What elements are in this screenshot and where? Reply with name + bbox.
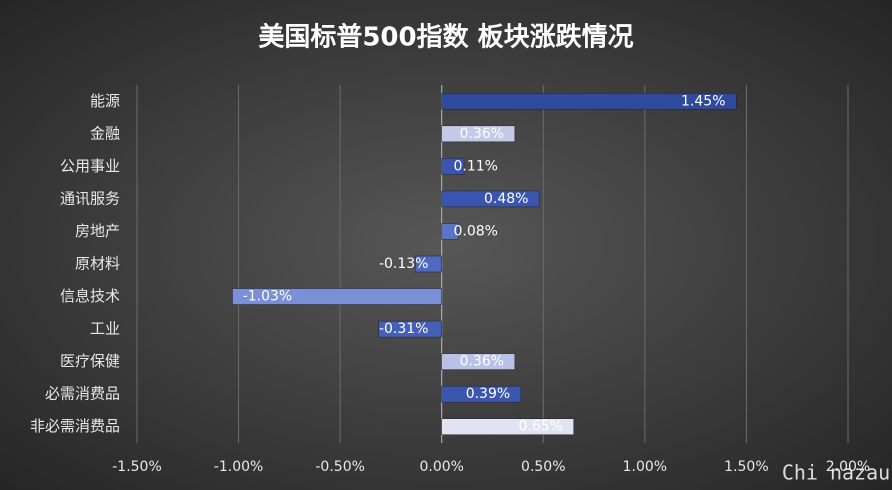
bar [378, 320, 442, 338]
x-tick-label: 0.00% [419, 459, 463, 475]
x-tick-label: -0.50% [315, 459, 365, 475]
data-label: 0.65% [519, 419, 563, 435]
y-tick-label: 金融 [90, 124, 120, 142]
y-tick-label: 能源 [90, 92, 120, 110]
bar [441, 190, 540, 208]
y-tick-label: 非必需消费品 [30, 417, 120, 435]
x-tick-label: 0.50% [521, 459, 565, 475]
data-label: 0.36% [460, 126, 504, 142]
data-label: -0.13% [379, 256, 429, 272]
data-label: 1.45% [681, 93, 725, 109]
data-label: -1.03% [243, 289, 293, 305]
bar [441, 158, 465, 175]
x-tick-label: -1.00% [214, 459, 264, 475]
y-tick-label: 信息技术 [60, 287, 120, 305]
y-tick-label: 原材料 [75, 255, 120, 273]
bar [441, 223, 459, 240]
chart-title: 美国标普500指数 板块涨跌情况 [258, 22, 633, 53]
bar [415, 255, 442, 273]
x-tick-label: 2.00% [826, 459, 870, 475]
bar [232, 288, 442, 305]
y-tick-label: 通讯服务 [60, 189, 120, 207]
y-tick-label: 工业 [90, 320, 120, 338]
data-label: 0.39% [466, 386, 510, 402]
bar [441, 93, 737, 110]
y-tick-label: 公用事业 [60, 157, 120, 175]
data-label: 0.08% [453, 223, 497, 239]
bar [441, 353, 516, 370]
x-tick-label: 1.50% [724, 459, 768, 475]
bar [441, 385, 522, 403]
x-tick-label: 1.00% [623, 459, 667, 475]
y-tick-label: 医疗保健 [60, 352, 120, 370]
data-label: 0.11% [453, 158, 497, 174]
y-tick-label: 必需消费品 [45, 385, 120, 403]
watermark: Chi nazau [782, 461, 890, 485]
y-tick-label: 房地产 [75, 222, 120, 240]
x-tick-label: -1.50% [112, 459, 162, 475]
bar [441, 125, 516, 143]
data-label: -0.31% [379, 321, 429, 337]
bar [441, 418, 575, 435]
data-label: 0.36% [460, 354, 504, 370]
data-label: 0.48% [484, 191, 528, 207]
